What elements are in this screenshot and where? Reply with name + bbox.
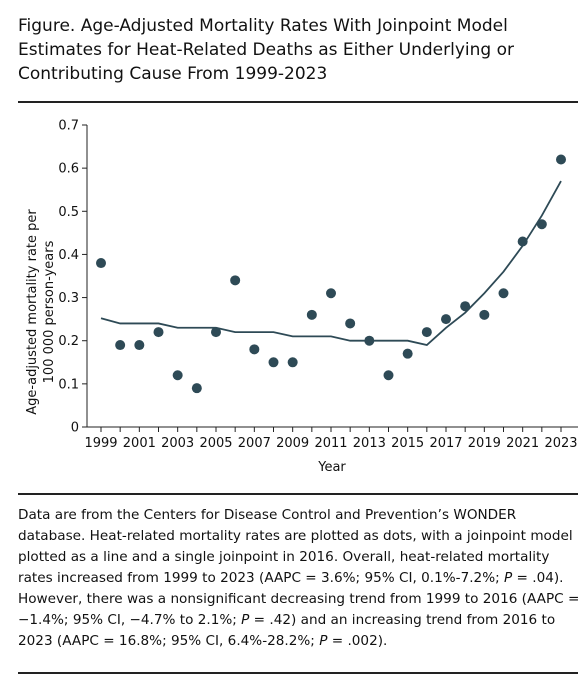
x-tick-label: 2013 xyxy=(353,436,386,451)
x-tick-label: 2019 xyxy=(468,436,501,451)
data-point xyxy=(96,258,106,269)
x-tick-label: 1999 xyxy=(84,436,117,451)
data-point xyxy=(460,301,471,312)
x-tick-label: 2001 xyxy=(123,436,156,451)
data-point xyxy=(230,275,241,286)
y-tick-label: 0 xyxy=(71,421,79,436)
top-rule xyxy=(18,101,578,103)
mortality-chart: 0 0.1 0.2 0.3 0.4 0.5 0.6 0.7 1999 2001 2003 2005 20… xyxy=(25,119,578,475)
data-point xyxy=(268,357,279,368)
data-point xyxy=(211,327,221,338)
data-point xyxy=(556,154,566,165)
data-point xyxy=(421,327,432,338)
y-tick-label: 0.5 xyxy=(58,205,79,220)
data-point xyxy=(115,340,126,351)
data-point xyxy=(383,370,394,381)
data-point xyxy=(441,314,451,325)
y-axis-label-line1: Age-adjusted mortality rate per xyxy=(25,209,40,415)
data-point xyxy=(498,288,509,299)
chart-axes: 0 0.1 0.2 0.3 0.4 0.5 0.6 0.7 1999 2001 2003 2005 20… xyxy=(58,119,578,451)
x-tick-label: 2007 xyxy=(238,436,271,451)
y-tick-label: 0.2 xyxy=(58,334,79,349)
data-point xyxy=(517,236,528,247)
caption-text-1: Data are from the Centers for Disease Co… xyxy=(18,507,573,586)
data-point xyxy=(536,219,547,230)
x-tick-label: 2015 xyxy=(391,436,424,451)
x-tick-label: 2023 xyxy=(544,436,577,451)
data-point xyxy=(191,383,202,394)
caption-text-3: = .42) and an increasing trend from 2016… xyxy=(18,612,556,649)
x-tick-label: 2021 xyxy=(506,436,539,451)
y-axis-label-line2: 100 000 person-years xyxy=(42,240,57,383)
data-point xyxy=(172,370,183,381)
x-tick-label: 2009 xyxy=(276,436,309,451)
p-value-label-1: P xyxy=(504,570,513,586)
y-tick-label: 0.4 xyxy=(58,248,79,263)
figure-caption: Data are from the Centers for Disease Co… xyxy=(18,505,580,652)
data-point xyxy=(153,327,164,338)
chart-area: 0 0.1 0.2 0.3 0.4 0.5 0.6 0.7 1999 2001 2003 2005 20… xyxy=(0,104,588,492)
data-points-group xyxy=(96,154,566,394)
y-tick-label: 0.7 xyxy=(58,119,79,134)
p-value-label-2: P xyxy=(241,612,250,628)
x-tick-label: 2003 xyxy=(161,436,194,451)
joinpoint-fit-line xyxy=(100,180,562,347)
figure-title: Figure. Age-Adjusted Mortality Rates Wit… xyxy=(18,16,514,84)
bottom-rule xyxy=(18,672,578,674)
data-point xyxy=(287,357,298,368)
p-value-label-3: P xyxy=(319,633,328,649)
data-point xyxy=(479,309,490,320)
data-point xyxy=(402,348,413,359)
data-point xyxy=(134,340,145,351)
x-tick-label: 2005 xyxy=(199,436,232,451)
data-point xyxy=(306,309,317,320)
data-point xyxy=(326,288,336,299)
data-point xyxy=(249,344,260,355)
y-tick-label: 0.3 xyxy=(58,291,79,306)
x-tick-label: 2017 xyxy=(429,436,462,451)
y-tick-label: 0.1 xyxy=(58,377,79,392)
caption-text-2: = .04). However, there was a nonsignific… xyxy=(18,570,580,628)
x-axis-label: Year xyxy=(317,460,346,475)
joinpoint-line-group xyxy=(100,180,562,347)
y-tick-label: 0.6 xyxy=(58,162,79,177)
caption-text-4: = .002). xyxy=(327,633,388,649)
x-tick-label: 2011 xyxy=(314,436,347,451)
data-point xyxy=(345,318,356,329)
data-point xyxy=(364,335,375,346)
middle-rule xyxy=(18,493,578,495)
